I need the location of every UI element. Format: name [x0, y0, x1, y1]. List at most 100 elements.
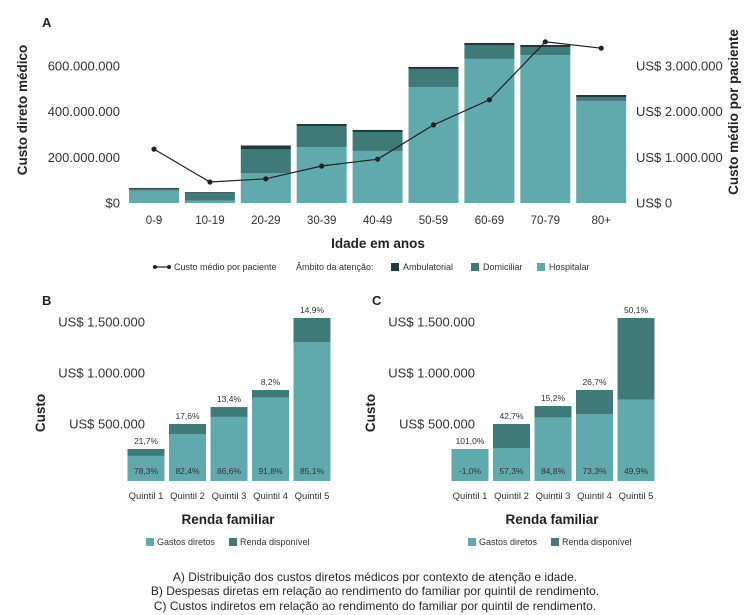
panel-c-legend: Gastos diretos Renda disponível	[468, 537, 632, 547]
panel-b-bar-renda-disponivel-quintil-4	[252, 390, 289, 398]
panel-a-x-tick-label: 10-19	[195, 215, 224, 227]
bar-ambulatorial-40-49	[352, 129, 403, 132]
panel-c-data-label-gastos-diretos: 73,3%	[582, 466, 607, 476]
panel-c-plot: US$ 500.000 US$ 1.000.000 US$ 1.500.000 101…	[388, 305, 655, 502]
line-point-30-39	[319, 163, 325, 169]
line-point-80	[598, 45, 604, 51]
bar-domiciliar-0-9	[129, 188, 179, 191]
bar-ambulatorial-30-39	[296, 124, 347, 127]
panel-a-legend: Custo médio por paciente Âmbito da atenç…	[153, 262, 590, 272]
panel-a-x-tick-label: 30-39	[307, 215, 336, 227]
legend-swatch-hospitalar	[537, 263, 545, 271]
panel-b-legend-swatch-gastos	[146, 538, 154, 546]
panel-c-legend-label-renda: Renda disponível	[562, 537, 632, 547]
panel-c-data-label-gastos-diretos: 49,9%	[624, 466, 649, 476]
panel-b-bar-gastos-diretos-quintil-5	[293, 342, 331, 481]
panel-a-y-axis-title-right: Custo médio por paciente	[726, 29, 741, 195]
panel-b-x-tick-label: Quintil 5	[295, 491, 330, 502]
panel-a-x-axis-title: Idade em anos	[331, 236, 425, 251]
panel-c-x-tick-label: Quintil 3	[536, 491, 571, 502]
panel-b-data-label-renda-disponivel: 14,9%	[300, 305, 325, 315]
panel-b-bar-renda-disponivel-quintil-2	[169, 423, 206, 434]
panel-b-bar-renda-disponivel-quintil-1	[127, 448, 165, 456]
panel-c-data-label-renda-disponivel: 50,1%	[624, 305, 649, 315]
panel-c-legend-swatch-renda	[551, 538, 559, 546]
bar-hospitalar-0-9	[129, 190, 179, 203]
panel-a-x-tick-label: 40-49	[363, 215, 392, 227]
bar-ambulatorial-20-29	[240, 145, 291, 150]
bar-hospitalar-80	[576, 100, 627, 203]
panel-b-data-label-gastos-diretos: 91,8%	[258, 466, 283, 476]
panel-b-data-label-renda-disponivel: 13,4%	[217, 394, 242, 404]
panel-c-y-axis-title: Custo	[363, 394, 378, 432]
panel-b-data-label-renda-disponivel: 8,2%	[261, 377, 281, 387]
bar-domiciliar-60-69	[464, 44, 515, 59]
panel-b-bar-gastos-diretos-quintil-3	[210, 416, 248, 481]
line-point-20-29	[263, 176, 269, 182]
legend-label-domiciliar: Domiciliar	[483, 262, 523, 272]
legend-label-hospitalar: Hospitalar	[549, 262, 590, 272]
panel-c-bar-renda-disponivel-quintil-4	[576, 390, 613, 415]
panel-c-x-tick-label: Quintil 4	[577, 491, 612, 502]
panel-b-x-axis-title: Renda familiar	[181, 512, 275, 527]
panel-b: B Custo US$ 500.000 US$ 1.000.000 US$ 1.50…	[33, 293, 331, 547]
panel-c-x-tick-label: Quintil 5	[619, 491, 654, 502]
panel-b-y-tick-label: US$ 1.500.000	[58, 315, 145, 330]
line-point-40-49	[375, 156, 381, 162]
line-point-0-9	[151, 146, 157, 152]
panel-a-y-tick-label-right: US$ 2.000.000	[636, 104, 723, 119]
bar-hospitalar-50-59	[408, 87, 459, 203]
panel-b-data-label-renda-disponivel: 17,6%	[175, 411, 200, 421]
panel-a-x-tick-label: 0-9	[146, 215, 163, 227]
panel-c-y-tick-label: US$ 1.000.000	[388, 366, 475, 381]
legend-line-dot-right	[167, 265, 171, 269]
panel-c-bar-gastos-diretos-quintil-3	[534, 417, 572, 481]
panel-c-legend-label-gastos: Gastos diretos	[479, 537, 538, 547]
panel-a-label: A	[42, 15, 52, 30]
bar-hospitalar-70-79	[520, 55, 571, 203]
panel-c-y-tick-label: US$ 500.000	[399, 417, 475, 432]
panel-c-label: C	[372, 293, 382, 308]
caption-line-c: C) Custos indiretos em relação ao rendim…	[154, 599, 596, 613]
panel-a-y-tick-label-left: 200.000.000	[48, 150, 120, 165]
panel-a-y-tick-label-right: US$ 3.000.000	[636, 59, 723, 74]
panel-a-x-tick-label: 70-79	[531, 215, 560, 227]
panel-b-label: B	[42, 293, 51, 308]
panel-c-x-tick-label: Quintil 1	[453, 491, 488, 502]
bar-domiciliar-30-39	[296, 126, 347, 148]
panel-c-bar-gastos-diretos-quintil-2	[493, 448, 530, 481]
bar-ambulatorial-60-69	[464, 42, 515, 45]
panel-b-y-axis-title: Custo	[33, 394, 48, 432]
panel-a-x-tick-label: 20-29	[251, 215, 280, 227]
panel-c-data-label-renda-disponivel: 15,2%	[541, 393, 566, 403]
bar-domiciliar-20-29	[240, 149, 291, 174]
legend-label-ambulatorial: Ambulatorial	[403, 262, 453, 272]
panel-c-bar-renda-disponivel-quintil-3	[534, 406, 572, 418]
line-point-60-69	[486, 97, 492, 103]
panel-b-bar-renda-disponivel-quintil-3	[210, 407, 248, 417]
bar-domiciliar-80	[576, 97, 627, 101]
legend-line-dot-left	[153, 265, 157, 269]
panel-c-data-label-renda-disponivel: 101,0%	[456, 436, 485, 446]
legend-label-custo-medio: Custo médio por paciente	[174, 262, 277, 272]
panel-c-data-label-renda-disponivel: 42,7%	[499, 411, 524, 421]
panel-a: A Custo direto médico Custo médio por pa…	[15, 15, 741, 272]
panel-b-bar-gastos-diretos-quintil-4	[252, 397, 289, 481]
bar-hospitalar-10-19	[184, 200, 235, 203]
panel-a-plot: $0 200.000.000 400.000.000 600.000.000 US$ 0…	[48, 39, 723, 227]
panel-c-x-tick-label: Quintil 2	[494, 491, 529, 502]
panel-b-legend-label-gastos: Gastos diretos	[157, 537, 216, 547]
line-point-10-19	[207, 179, 213, 185]
panel-c-data-label-gastos-diretos: 57,3%	[499, 466, 524, 476]
legend-title-ambito: Âmbito da atenção:	[296, 262, 374, 272]
panel-c-data-label-gastos-diretos: -1,0%	[459, 466, 482, 476]
bar-ambulatorial-70-79	[520, 44, 571, 48]
bar-ambulatorial-0-9	[129, 187, 179, 189]
figure-caption: A) Distribuição dos custos diretos médic…	[151, 570, 599, 613]
panel-a-x-tick-label: 80+	[591, 215, 611, 227]
legend-swatch-ambulatorial	[391, 263, 399, 271]
panel-b-data-label-renda-disponivel: 21,7%	[134, 436, 159, 446]
panel-c: C Custo US$ 500.000 US$ 1.000.000 US$ 1.50…	[363, 293, 655, 547]
panel-c-bar-gastos-diretos-quintil-1	[451, 448, 489, 481]
